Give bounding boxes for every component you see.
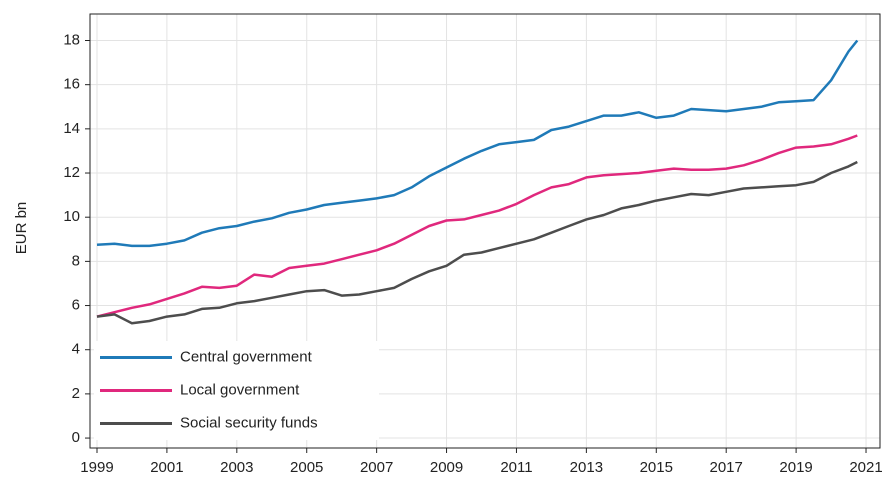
x-tick-label: 2015 <box>640 459 673 476</box>
plot-frame <box>89 13 881 449</box>
legend-label: Social security funds <box>180 414 318 431</box>
x-tick-label: 2005 <box>290 459 323 476</box>
x-tick-label: 2003 <box>220 459 253 476</box>
y-tick-label: 12 <box>63 164 80 181</box>
legend-label: Central government <box>180 348 313 365</box>
y-axis-label: EUR bn <box>13 202 30 255</box>
y-tick-label: 18 <box>63 31 80 48</box>
y-tick-label: 16 <box>63 76 80 93</box>
x-tick-label: 2019 <box>779 459 812 476</box>
x-tick-label: 2009 <box>430 459 463 476</box>
y-tick-label: 2 <box>72 385 80 402</box>
y-tick-label: 10 <box>63 208 80 225</box>
x-tick-label: 1999 <box>80 459 113 476</box>
y-tick-label: 4 <box>72 341 80 358</box>
x-tick-label: 2017 <box>710 459 743 476</box>
series-line <box>96 160 858 325</box>
x-tick-label: 2021 <box>849 459 882 476</box>
y-tick-label: 14 <box>63 120 80 137</box>
series-line <box>96 39 859 248</box>
x-tick-label: 2013 <box>570 459 603 476</box>
x-tick-label: 2011 <box>500 459 532 476</box>
x-tick-label: 2007 <box>360 459 393 476</box>
y-tick-label: 6 <box>72 297 80 314</box>
y-tick-label: 8 <box>72 252 80 269</box>
series-line <box>96 134 858 318</box>
legend-label: Local government <box>180 381 300 398</box>
y-tick-label: 0 <box>72 429 80 446</box>
x-tick-label: 2001 <box>150 459 183 476</box>
